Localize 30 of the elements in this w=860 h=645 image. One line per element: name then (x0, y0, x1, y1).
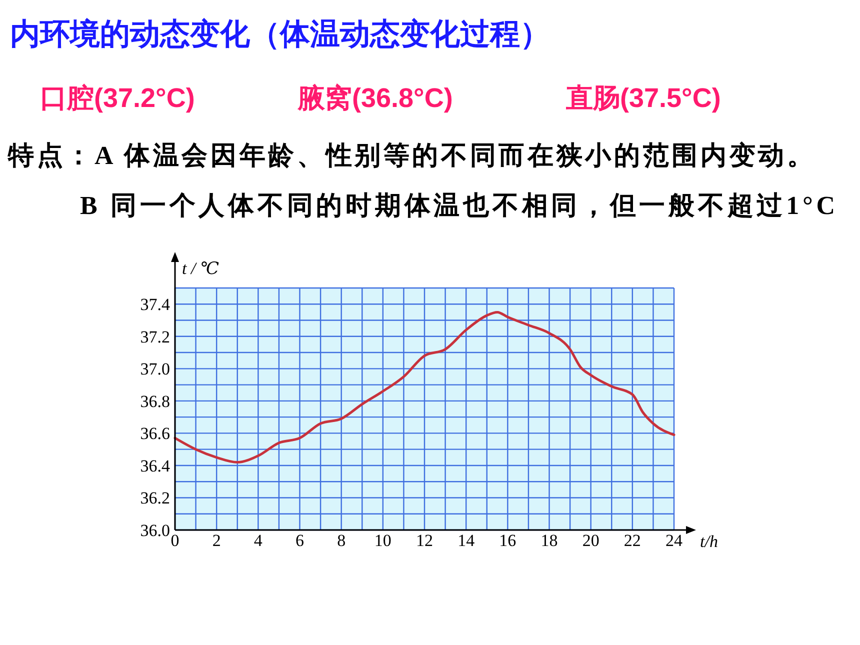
y-tick-label: 36.2 (140, 488, 170, 508)
y-tick-label: 37.4 (140, 295, 170, 314)
text: B 同一个人体不同的时期体温也不相同，但一般不超过1°C (80, 191, 835, 220)
x-tick-label: 4 (254, 531, 263, 550)
text: 特点：A 体温会因年龄、性别等的不同而在狭小的范围内变动。 (7, 141, 813, 170)
x-tick-label: 2 (212, 531, 221, 550)
x-tick-label: 12 (416, 531, 433, 550)
x-tick-label: 24 (666, 531, 683, 550)
chart-title: 内环境的动态变化（体温动态变化过程） (10, 17, 550, 51)
y-tick-label: 37.2 (140, 327, 170, 346)
x-tick-label: 20 (582, 531, 600, 550)
x-tick-label: 0 (170, 531, 180, 550)
y-tick-label: 36.0 (140, 520, 170, 540)
text: 口腔(37.2°C) (40, 83, 195, 113)
y-tick-label: 36.8 (140, 392, 170, 411)
y-axis-title: t / ℃ (182, 259, 219, 278)
x-tick-label: 22 (624, 531, 641, 550)
y-tick-label: 36.6 (140, 424, 170, 444)
x-axis-title: t/h (700, 532, 718, 551)
y-tick-label: 37.0 (140, 360, 170, 379)
x-tick-label: 14 (458, 531, 476, 550)
line-series (174, 310, 676, 464)
text: 直肠(37.5°C) (565, 83, 721, 113)
x-tick-label: 6 (296, 531, 304, 550)
x-tick-label: 18 (540, 531, 558, 550)
x-tick-label: 10 (374, 531, 392, 550)
y-tick-label: 36.4 (140, 456, 170, 476)
x-tick-label: 8 (337, 531, 346, 550)
text: 腋窝(36.8°C) (297, 83, 453, 113)
x-tick-label: 16 (499, 531, 516, 550)
